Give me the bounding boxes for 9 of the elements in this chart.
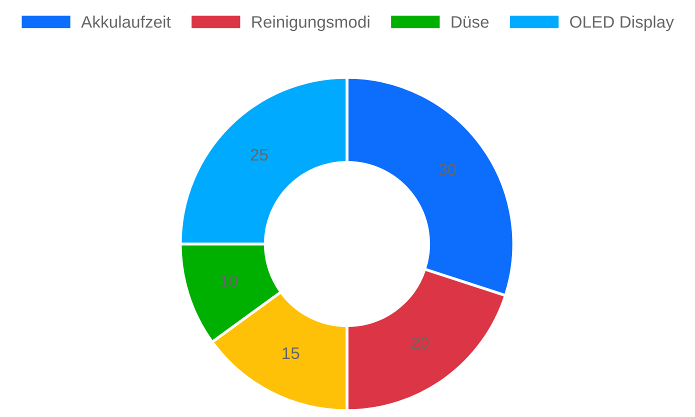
legend-label: Akkulaufzeit [81,16,171,28]
data-label: 30 [438,164,456,176]
data-label: 15 [282,347,300,360]
legend-label: Reinigungsmodi [252,16,370,32]
legend-label: Düse [452,16,489,28]
legend-label: OLED Display [570,16,674,32]
data-label: 20 [412,337,429,349]
data-label: 25 [250,148,268,161]
data-label: 10 [220,275,238,287]
